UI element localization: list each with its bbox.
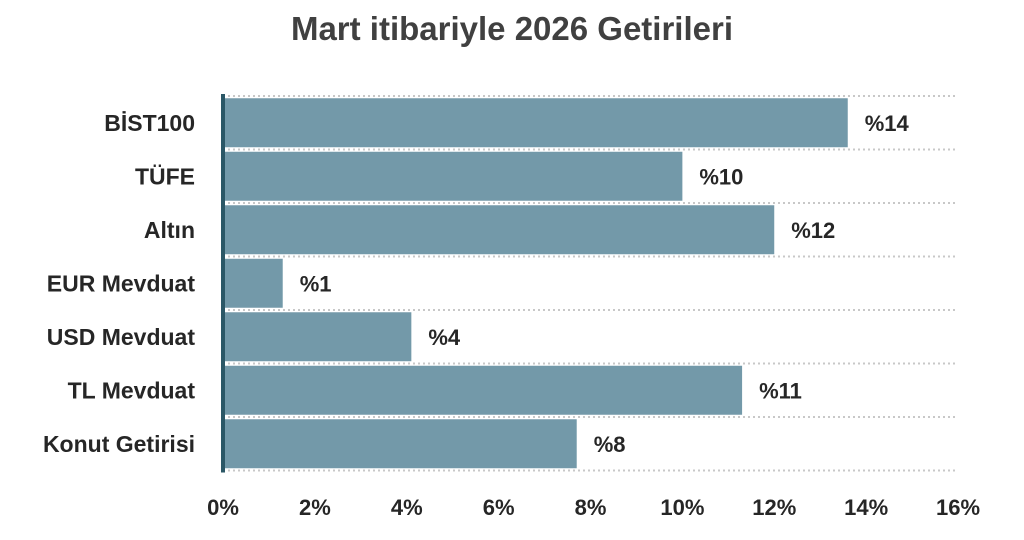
bar xyxy=(223,258,283,308)
category-label: TÜFE xyxy=(135,163,195,189)
bar xyxy=(223,205,775,255)
bar xyxy=(223,312,412,362)
data-label: %8 xyxy=(594,432,626,457)
category-label: USD Mevduat xyxy=(47,324,196,350)
category-label: Konut Getirisi xyxy=(43,431,195,457)
bar xyxy=(223,419,577,469)
bar xyxy=(223,98,848,148)
category-label: TL Mevduat xyxy=(68,377,196,403)
bar xyxy=(223,365,743,415)
x-tick-label: 2% xyxy=(299,495,331,520)
x-tick-label: 12% xyxy=(752,495,796,520)
x-tick-label: 8% xyxy=(575,495,607,520)
x-tick-label: 14% xyxy=(844,495,888,520)
chart-title: Mart itibariyle 2026 Getirileri xyxy=(290,10,734,47)
category-label: EUR Mevduat xyxy=(47,270,196,296)
x-tick-label: 0% xyxy=(207,495,239,520)
x-tick-label: 16% xyxy=(936,495,980,520)
category-label: Altın xyxy=(144,217,195,243)
data-label: %1 xyxy=(300,271,332,296)
x-tick-label: 10% xyxy=(660,495,704,520)
data-label: %12 xyxy=(791,218,835,243)
category-label: BİST100 xyxy=(104,110,195,136)
bar xyxy=(223,151,683,201)
x-tick-label: 6% xyxy=(483,495,515,520)
data-label: %14 xyxy=(865,111,910,136)
data-label: %4 xyxy=(428,325,461,350)
data-label: %10 xyxy=(699,164,743,189)
data-label: %11 xyxy=(759,378,802,403)
x-tick-label: 4% xyxy=(391,495,423,520)
